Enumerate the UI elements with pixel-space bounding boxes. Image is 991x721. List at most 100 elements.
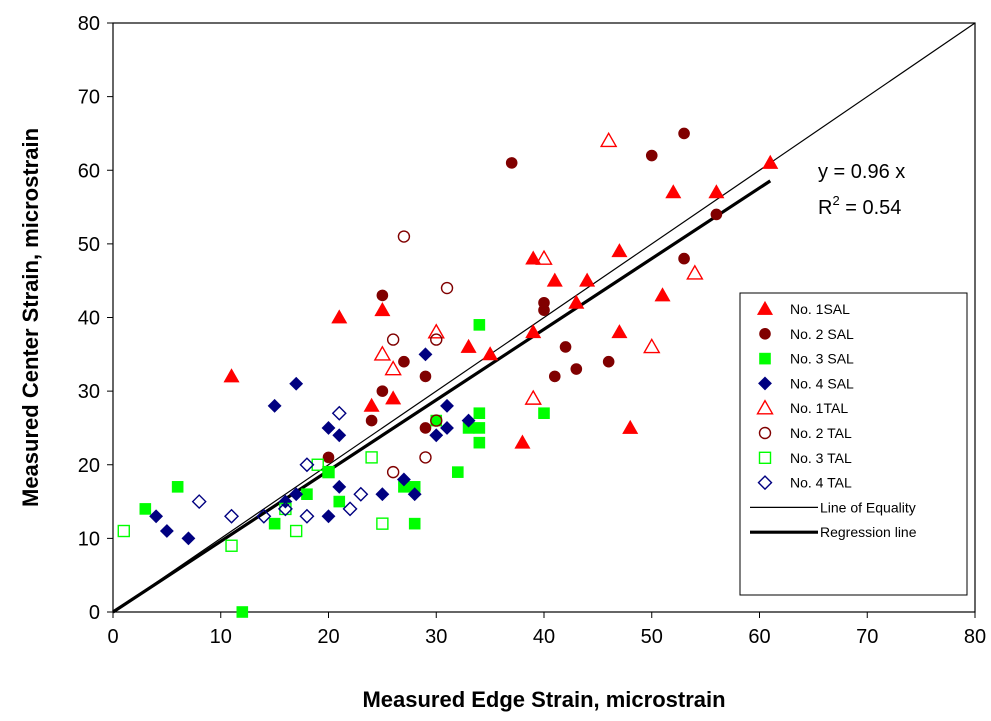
data-point — [332, 479, 347, 494]
equality-line — [112, 22, 976, 613]
data-point — [139, 503, 152, 515]
y-tick-label: 40 — [78, 308, 100, 330]
plot-area — [112, 22, 976, 618]
data-point — [482, 346, 499, 361]
data-point — [418, 347, 433, 362]
data-point — [538, 407, 550, 420]
data-point — [524, 389, 542, 405]
data-point — [602, 355, 615, 368]
data-point — [451, 466, 464, 478]
data-point — [611, 324, 628, 339]
x-tick-label: 30 — [425, 626, 447, 648]
x-axis-label: Measured Edge Strain, microstrain — [362, 687, 725, 712]
legend-marker — [759, 352, 771, 365]
data-point — [301, 488, 313, 501]
series-1 — [223, 154, 779, 449]
data-point — [374, 302, 391, 317]
y-tick-label: 30 — [78, 381, 100, 403]
data-point — [386, 333, 400, 346]
y-tick-label: 80 — [78, 13, 100, 35]
r2-superscript: 2 — [832, 193, 839, 208]
data-point — [461, 413, 476, 428]
data-point — [427, 323, 445, 339]
data-point — [311, 458, 324, 471]
x-tick-label: 60 — [748, 626, 770, 648]
data-point — [460, 338, 477, 353]
data-point — [331, 309, 348, 324]
data-point — [505, 157, 518, 169]
data-point — [353, 486, 369, 502]
data-point — [117, 524, 130, 538]
data-point — [365, 414, 378, 427]
legend-label: No. 3 TAL — [790, 450, 852, 466]
y-tick-label: 20 — [78, 455, 100, 477]
legend-marker — [757, 475, 773, 491]
legend-label: No. 1SAL — [790, 301, 850, 317]
data-point — [473, 436, 486, 449]
data-point — [430, 414, 443, 427]
data-point — [376, 289, 389, 302]
data-point — [322, 466, 335, 478]
legend-label: No. 1TAL — [790, 400, 848, 416]
data-point — [548, 370, 561, 383]
data-point — [654, 287, 671, 302]
series-8 — [191, 405, 369, 524]
data-point — [376, 517, 389, 530]
data-point — [622, 419, 639, 434]
data-point — [408, 517, 421, 530]
data-point — [376, 385, 389, 397]
y-tick-label: 0 — [89, 602, 100, 624]
data-point — [322, 465, 335, 479]
data-point — [256, 508, 272, 524]
data-point — [407, 487, 422, 502]
legend-label: No. 2 SAL — [790, 326, 854, 342]
legend-marker — [756, 399, 774, 415]
data-point — [559, 341, 572, 353]
x-tick-label: 40 — [533, 626, 555, 648]
r2-prefix: R — [818, 197, 832, 219]
data-point — [267, 398, 282, 413]
data-point — [645, 149, 658, 162]
data-point — [373, 345, 392, 361]
data-point — [375, 487, 390, 502]
data-point — [397, 472, 411, 487]
legend-label: Regression line — [820, 524, 917, 540]
data-point — [525, 324, 542, 339]
series-2 — [322, 127, 723, 464]
data-point — [277, 501, 293, 517]
y-tick-label: 50 — [78, 234, 100, 256]
data-point — [289, 487, 304, 502]
data-point — [570, 363, 583, 375]
legend-label: No. 4 TAL — [790, 475, 852, 491]
series-3 — [139, 319, 550, 618]
data-point — [171, 481, 184, 493]
data-point — [568, 294, 585, 309]
data-point — [665, 184, 682, 199]
series-6 — [386, 230, 454, 479]
legend: No. 1SAL No. 2 SAL No. 3 SAL No. 4 SAL No. 1… — [739, 292, 968, 596]
series-7 — [117, 451, 389, 552]
legend-marker — [758, 426, 772, 440]
data-point — [331, 405, 347, 421]
data-point — [385, 390, 402, 405]
legend-label: Line of Equality — [820, 499, 916, 515]
data-point — [473, 422, 486, 434]
data-point — [762, 154, 779, 169]
data-point — [236, 606, 249, 618]
data-point — [342, 501, 358, 517]
data-point — [224, 508, 240, 524]
data-point — [611, 243, 628, 258]
data-point — [365, 451, 378, 464]
data-point — [181, 531, 196, 546]
y-axis-label: Measured Center Strain, microstrain — [18, 128, 43, 507]
data-point — [225, 539, 238, 552]
data-point — [678, 127, 690, 140]
data-point — [332, 428, 347, 443]
data-point — [440, 398, 454, 413]
series-5 — [373, 131, 704, 405]
data-point — [321, 509, 336, 524]
data-point — [430, 333, 443, 346]
legend-label: No. 4 SAL — [790, 375, 854, 391]
data-point — [708, 184, 725, 199]
data-point — [440, 281, 454, 295]
